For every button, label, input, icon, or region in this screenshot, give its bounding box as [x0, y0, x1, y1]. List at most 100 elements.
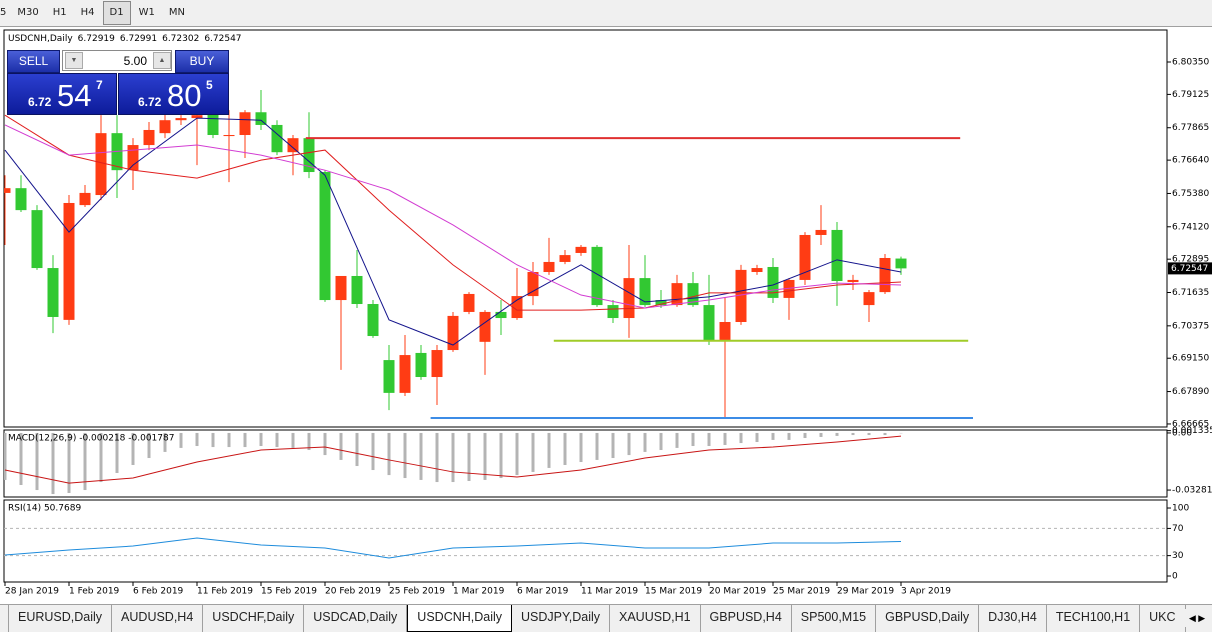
x-tick-label: 6 Feb 2019 — [133, 587, 184, 597]
chart-tab[interactable]: TECH100,H1 — [1047, 605, 1140, 632]
lots-up[interactable]: ▲ — [153, 52, 171, 69]
x-tick-label: 11 Feb 2019 — [197, 587, 253, 597]
candle-body — [416, 353, 427, 377]
histogram-bar — [244, 433, 247, 447]
ask-pips: 80 — [167, 78, 201, 114]
x-tick-label: 15 Mar 2019 — [645, 587, 702, 597]
candle-body — [704, 305, 715, 340]
candle-body — [560, 255, 571, 262]
y-tick-label: 0.001335 — [1172, 426, 1212, 436]
sell-button[interactable]: SELL — [7, 50, 60, 73]
y-tick-label: 0 — [1172, 572, 1178, 582]
histogram-bar — [260, 433, 263, 446]
histogram-bar — [388, 433, 391, 475]
candle-body — [624, 278, 635, 318]
chart-tab[interactable]: AUDUSD,H4 — [112, 605, 203, 632]
bid-point: 7 — [96, 78, 103, 92]
header-high: 6.72991 — [120, 34, 157, 44]
candle-body — [96, 133, 107, 195]
chart-tab[interactable]: DJ30,H4 — [979, 605, 1047, 632]
histogram-bar — [436, 433, 439, 482]
candle-body — [464, 294, 475, 312]
chart-tab[interactable]: GBPUSD,Daily — [876, 605, 979, 632]
histogram-bar — [484, 433, 487, 480]
y-tick-label: 6.80350 — [1172, 58, 1209, 68]
histogram-bar — [884, 433, 887, 435]
candle-body — [608, 305, 619, 318]
bid-quote[interactable]: 6.72 54 7 — [7, 73, 117, 115]
histogram-bar — [772, 433, 775, 440]
histogram-bar — [356, 433, 359, 466]
candle-body — [16, 188, 27, 210]
chart-tab[interactable]: SP500,M15 — [792, 605, 876, 632]
candle-body — [240, 112, 251, 135]
candle-body — [176, 118, 187, 120]
histogram-bar — [324, 433, 327, 455]
chart-tab[interactable]: XAUUSD,H1 — [610, 605, 701, 632]
y-tick-label: 30 — [1172, 551, 1184, 561]
panel-frame — [4, 430, 1167, 497]
symbol-title: USDCNH,Daily — [8, 34, 73, 44]
histogram-bar — [740, 433, 743, 443]
candle-body — [816, 230, 827, 235]
bid-big: 6.72 — [28, 95, 51, 109]
histogram-bar — [756, 433, 759, 442]
histogram-bar — [660, 433, 663, 450]
histogram-bar — [404, 433, 407, 478]
buy-button[interactable]: BUY — [175, 50, 229, 73]
chart-tab[interactable]: GBPUSD,H4 — [701, 605, 792, 632]
histogram-bar — [580, 433, 583, 462]
last-price-label: 6.72547 — [1171, 264, 1208, 274]
histogram-bar — [196, 433, 199, 446]
histogram-bar — [612, 433, 615, 458]
y-tick-label: 6.67890 — [1172, 387, 1209, 397]
histogram-bar — [788, 433, 791, 440]
chart-tab[interactable]: USDCAD,Daily — [304, 605, 407, 632]
candle-body — [144, 130, 155, 145]
histogram-bar — [500, 433, 503, 478]
y-tick-label: 70 — [1172, 524, 1184, 534]
y-tick-label: 6.75380 — [1172, 189, 1209, 199]
x-tick-label: 1 Mar 2019 — [453, 587, 505, 597]
histogram-bar — [180, 433, 183, 448]
y-tick-label: 6.69150 — [1172, 354, 1209, 364]
histogram-bar — [596, 433, 599, 460]
candle-body — [864, 292, 875, 305]
chart-tab[interactable]: EURUSD,Daily — [8, 605, 112, 632]
candle-body — [896, 259, 907, 269]
histogram-bar — [212, 433, 215, 447]
chart-tab[interactable]: USDCNH,Daily — [407, 605, 512, 632]
x-tick-label: 11 Mar 2019 — [581, 587, 638, 597]
candle-body — [80, 193, 91, 205]
chart-tab[interactable]: USDJPY,Daily — [512, 605, 610, 632]
lots-down[interactable]: ▼ — [65, 52, 83, 69]
candle-body — [48, 268, 59, 317]
x-tick-label: 29 Mar 2019 — [837, 587, 894, 597]
header-low: 6.72302 — [162, 34, 199, 44]
chart-tab[interactable]: UKC — [1140, 605, 1185, 632]
x-tick-label: 6 Mar 2019 — [517, 587, 569, 597]
x-tick-label: 25 Mar 2019 — [773, 587, 830, 597]
histogram-bar — [420, 433, 423, 480]
ask-quote[interactable]: 6.72 80 5 — [118, 73, 229, 115]
histogram-bar — [868, 433, 871, 435]
candle-body — [128, 145, 139, 170]
histogram-bar — [692, 433, 695, 446]
ask-big: 6.72 — [138, 95, 161, 109]
x-tick-label: 20 Feb 2019 — [325, 587, 381, 597]
histogram-bar — [628, 433, 631, 455]
histogram-bar — [804, 433, 807, 438]
candle-body — [208, 113, 219, 135]
candle-body — [848, 280, 859, 282]
y-tick-label: 6.77865 — [1172, 123, 1209, 133]
chart-tab[interactable]: USDCHF,Daily — [203, 605, 304, 632]
histogram-bar — [836, 433, 839, 436]
one-click-trading: SELL 5.00 ▼ ▲ BUY 6.72 54 7 6.72 80 5 — [7, 50, 229, 114]
histogram-bar — [292, 433, 295, 448]
histogram-bar — [676, 433, 679, 448]
x-tick-label: 28 Jan 2019 — [5, 587, 59, 597]
candle-body — [160, 120, 171, 133]
tab-scroll[interactable]: ◀ ▶ — [1182, 609, 1212, 627]
candle-body — [432, 350, 443, 377]
